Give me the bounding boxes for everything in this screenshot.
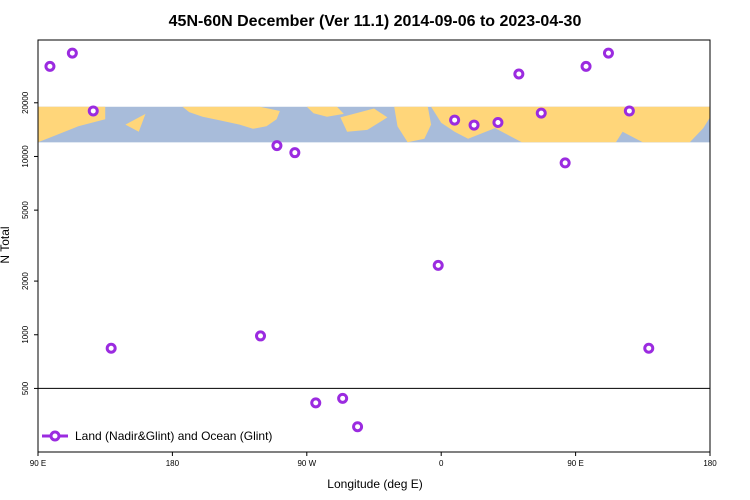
data-point: [580, 60, 592, 72]
data-point: [44, 60, 56, 72]
land-shape: [38, 106, 106, 143]
land-shape: [394, 106, 432, 143]
y-tick-label: 10000: [21, 145, 30, 168]
data-point: [289, 147, 301, 159]
y-axis: 500 1000 2000 5000 10000 20000: [21, 91, 38, 395]
data-point: [105, 342, 117, 354]
data-point: [87, 105, 99, 117]
data-point: [492, 117, 504, 129]
chart-title: 45N-60N December (Ver 11.1) 2014-09-06 t…: [169, 13, 582, 30]
x-tick-label: 90 E: [30, 459, 46, 468]
x-axis: 90 E 180 90 W 0 90 E 180: [30, 452, 717, 468]
map-land: [38, 106, 710, 143]
x-tick-label: 90 W: [297, 459, 316, 468]
land-shape: [669, 113, 684, 136]
legend: Land (Nadir&Glint) and Ocean (Glint): [42, 429, 272, 443]
land-shape: [125, 113, 146, 132]
land-shape: [431, 106, 710, 143]
x-tick-label: 180: [703, 459, 717, 468]
data-point: [352, 421, 364, 433]
y-tick-label: 5000: [21, 201, 30, 219]
data-point: [310, 397, 322, 409]
y-tick-label: 1000: [21, 325, 30, 343]
data-point: [602, 47, 614, 59]
plot-frame: [37, 39, 711, 453]
land-shape: [306, 106, 344, 117]
x-tick-label: 90 E: [567, 459, 583, 468]
data-point: [271, 140, 283, 152]
data-points: [44, 47, 655, 433]
data-point: [559, 157, 571, 169]
data-point: [449, 114, 461, 126]
legend-marker: [49, 430, 61, 442]
y-axis-label: N Total: [0, 226, 12, 263]
x-tick-label: 180: [166, 459, 180, 468]
legend-label: Land (Nadir&Glint) and Ocean (Glint): [75, 429, 272, 443]
x-axis-label: Longitude (deg E): [327, 477, 422, 491]
data-point: [66, 47, 78, 59]
data-point: [432, 259, 444, 271]
data-point: [513, 68, 525, 80]
y-tick-label: 500: [21, 381, 30, 395]
y-tick-label: 2000: [21, 272, 30, 290]
data-point: [255, 330, 267, 342]
data-point: [535, 107, 547, 119]
y-tick-label: 20000: [21, 91, 30, 114]
land-shape: [182, 106, 280, 129]
data-point: [337, 392, 349, 404]
data-point: [643, 342, 655, 354]
x-tick-label: 0: [439, 459, 444, 468]
data-point: [468, 119, 480, 131]
land-shape: [340, 108, 388, 132]
data-point: [623, 105, 635, 117]
map-band: [38, 106, 710, 143]
